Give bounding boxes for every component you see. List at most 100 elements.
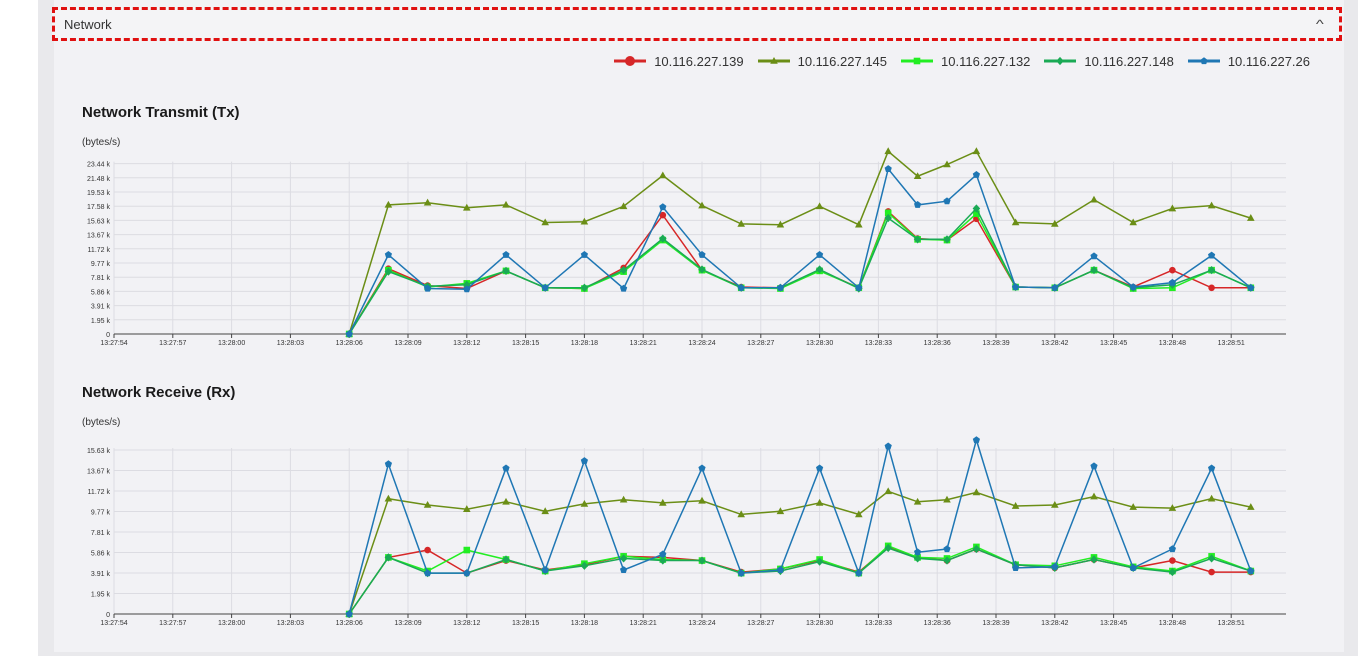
data-point: [884, 442, 892, 450]
data-point: [815, 265, 824, 274]
data-point: [659, 211, 667, 219]
legend-marker-icon: [769, 57, 778, 64]
tx-y-unit: (bytes/s): [82, 137, 121, 148]
legend-item[interactable]: 10.116.227.139: [614, 54, 744, 69]
legend-swatch-icon: [614, 56, 647, 66]
y-tick-label: 7.81 k: [91, 530, 111, 537]
y-tick-label: 15.63 k: [87, 218, 110, 225]
x-tick-label: 13:28:33: [865, 620, 892, 627]
data-point: [913, 554, 922, 563]
data-point: [384, 460, 393, 468]
data-point: [1247, 503, 1255, 510]
x-tick-label: 13:28:27: [747, 340, 774, 347]
legend-swatch-icon: [901, 57, 934, 65]
data-point: [384, 553, 393, 562]
network-panel-header[interactable]: Network ^: [52, 7, 1342, 41]
x-tick-label: 13:28:36: [924, 340, 951, 347]
data-point: [855, 283, 863, 291]
data-point: [737, 219, 745, 227]
data-point: [580, 217, 589, 225]
data-point: [698, 250, 706, 258]
legend-item[interactable]: 10.116.227.26: [1187, 53, 1310, 69]
data-point: [1247, 283, 1255, 291]
y-tick-label: 7.81 k: [91, 275, 111, 282]
data-point: [502, 497, 510, 505]
data-point: [580, 561, 589, 570]
data-point: [1090, 462, 1098, 470]
data-point: [1129, 283, 1137, 291]
data-point: [1168, 567, 1177, 577]
data-point: [943, 197, 951, 205]
x-tick-label: 13:28:12: [453, 340, 480, 347]
x-tick-label: 13:28:06: [336, 620, 363, 627]
legend-item[interactable]: 10.116.227.145: [757, 53, 888, 69]
data-point: [463, 569, 471, 577]
data-point: [943, 495, 951, 503]
y-tick-label: 9.77 k: [91, 261, 111, 268]
data-point: [1129, 218, 1137, 226]
data-point: [815, 557, 824, 566]
data-point: [1208, 568, 1215, 576]
y-tick-label: 11.72 k: [88, 489, 111, 496]
data-point: [1090, 195, 1098, 203]
data-point: [698, 556, 706, 565]
y-tick-label: 19.53 k: [87, 190, 110, 197]
x-tick-label: 13:28:06: [336, 340, 363, 347]
data-point: [884, 209, 892, 217]
data-point: [659, 498, 667, 506]
legend-item[interactable]: 10.116.227.132: [901, 54, 1030, 69]
data-point: [580, 499, 589, 507]
data-point: [1011, 218, 1020, 226]
panel-title: Network: [64, 16, 112, 32]
x-tick-label: 13:27:57: [159, 620, 186, 627]
data-point: [1090, 266, 1098, 275]
data-point: [1169, 266, 1176, 274]
data-point: [884, 147, 892, 155]
x-tick-label: 13:28:48: [1159, 340, 1186, 347]
data-point: [619, 554, 628, 563]
data-point: [776, 220, 785, 228]
y-tick-label: 0: [106, 332, 110, 339]
data-point: [1207, 201, 1216, 209]
data-point: [619, 202, 628, 210]
data-point: [884, 543, 892, 553]
data-point: [1168, 278, 1177, 286]
rx-chart-title: Network Receive (Rx): [82, 384, 236, 401]
data-point: [1247, 567, 1255, 575]
data-point: [541, 283, 549, 291]
legend-item[interactable]: 10.116.227.148: [1044, 54, 1174, 69]
legend-marker-icon: [913, 57, 921, 65]
data-point: [1207, 494, 1216, 502]
data-point: [943, 556, 951, 565]
x-tick-label: 13:28:09: [394, 340, 421, 347]
data-point: [737, 283, 745, 291]
legend-label: 10.116.227.145: [797, 53, 888, 69]
x-tick-label: 13:28:30: [806, 340, 833, 347]
data-point: [972, 170, 981, 178]
data-point: [384, 494, 393, 502]
data-point: [884, 213, 892, 223]
data-point: [384, 200, 393, 208]
data-point: [384, 267, 393, 276]
data-point: [345, 610, 353, 618]
chevron-up-icon[interactable]: ^: [1316, 17, 1325, 31]
legend-label: 10.116.227.26: [1227, 53, 1310, 69]
y-tick-label: 0: [106, 612, 110, 619]
legend-swatch-icon: [1044, 56, 1077, 66]
data-point: [1168, 204, 1177, 212]
data-point: [1207, 266, 1216, 275]
y-tick-label: 5.86 k: [91, 289, 111, 296]
data-point: [776, 566, 785, 574]
data-point: [1051, 563, 1059, 570]
data-point: [1169, 557, 1176, 564]
legend-swatch-icon: [1187, 57, 1220, 65]
data-point: [776, 507, 785, 515]
data-point: [659, 171, 667, 179]
data-point: [913, 548, 922, 556]
data-point: [1207, 464, 1216, 472]
data-point: [1011, 502, 1020, 509]
data-point: [1247, 214, 1255, 221]
y-tick-label: 21.48 k: [87, 176, 110, 183]
data-point: [1090, 252, 1098, 260]
data-point: [698, 496, 706, 504]
